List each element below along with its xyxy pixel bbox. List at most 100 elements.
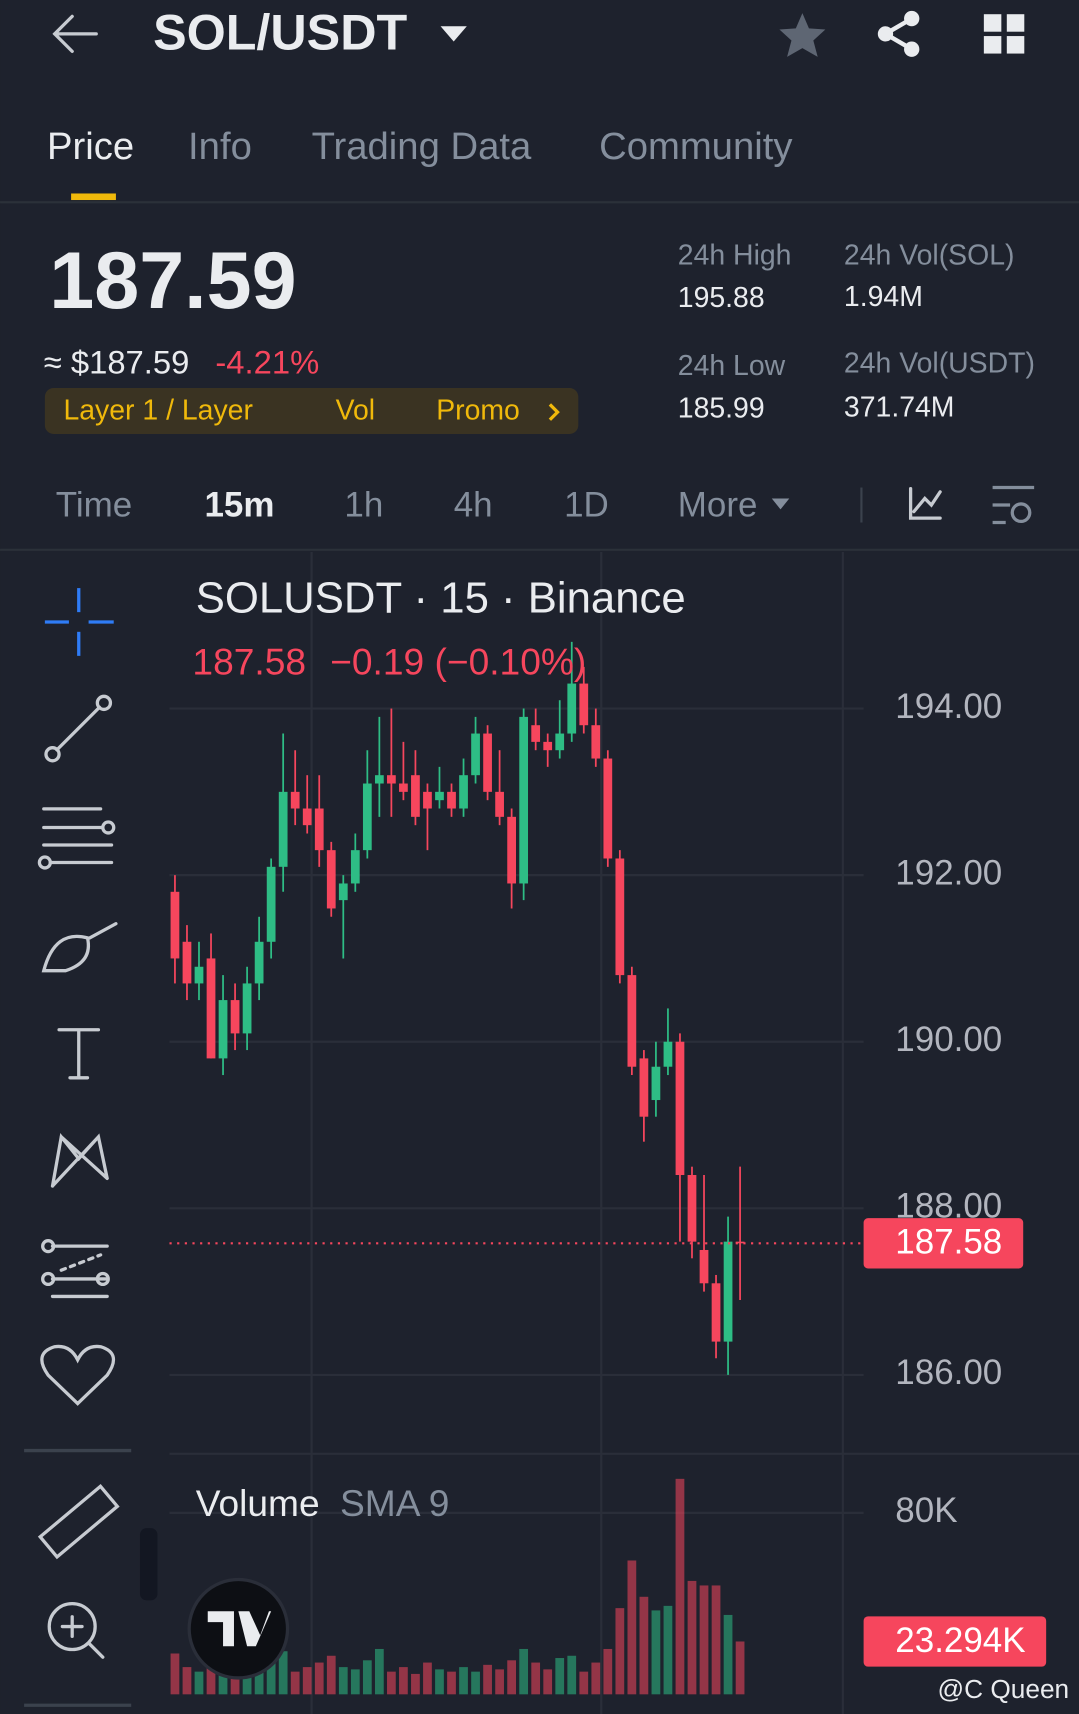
crosshair-tool[interactable] bbox=[44, 588, 114, 656]
tag[interactable]: Layer 1 / Layer bbox=[63, 395, 252, 427]
tab-indicator bbox=[71, 193, 116, 201]
volume-bar bbox=[218, 1673, 228, 1695]
pattern-tool[interactable] bbox=[50, 1132, 109, 1188]
volume-bar bbox=[471, 1671, 480, 1695]
settings-icon[interactable] bbox=[992, 485, 1035, 525]
volume-bar bbox=[242, 1673, 252, 1695]
ruler-tool[interactable] bbox=[37, 1483, 120, 1560]
volume-bar bbox=[519, 1648, 529, 1695]
candle-body bbox=[302, 808, 312, 826]
volume-bar bbox=[627, 1560, 637, 1695]
chart-title: SOLUSDT · 15 · Binance bbox=[196, 574, 686, 623]
volume-bar bbox=[290, 1671, 300, 1695]
volume-bar bbox=[423, 1662, 432, 1695]
interval[interactable]: More bbox=[678, 485, 758, 524]
candle-body bbox=[447, 791, 456, 809]
interval[interactable]: 15m bbox=[204, 485, 274, 524]
volume-bar bbox=[615, 1608, 625, 1695]
y-tick-label: 190.00 bbox=[895, 1020, 1002, 1059]
zoom-tool[interactable] bbox=[47, 1601, 105, 1659]
menu-icon[interactable] bbox=[983, 14, 1025, 54]
candle-body bbox=[687, 1175, 697, 1242]
stat-value: 1.94M bbox=[844, 281, 923, 313]
candle-body bbox=[399, 783, 408, 792]
volume-bar bbox=[687, 1580, 697, 1695]
trendline-tool[interactable] bbox=[44, 694, 113, 763]
candle-body bbox=[615, 858, 625, 976]
stat-label: 24h High bbox=[678, 239, 792, 271]
candle-body bbox=[531, 725, 541, 742]
candle-body bbox=[579, 683, 589, 726]
candle-body bbox=[423, 791, 432, 809]
volume-bar bbox=[507, 1660, 516, 1695]
volume-bar bbox=[735, 1641, 745, 1695]
volume-bar bbox=[603, 1648, 613, 1695]
candle-body bbox=[567, 683, 577, 734]
tab[interactable]: Info bbox=[188, 125, 252, 168]
interval[interactable]: Time bbox=[56, 485, 132, 524]
candle-body bbox=[374, 775, 384, 784]
share-icon[interactable] bbox=[877, 10, 920, 57]
volume-bar bbox=[326, 1655, 336, 1695]
candle-body bbox=[230, 1000, 240, 1034]
price-change: -4.21% bbox=[215, 344, 319, 381]
stat-label: 24h Vol(SOL) bbox=[844, 239, 1015, 271]
candle-body bbox=[495, 791, 504, 817]
lines-tool[interactable] bbox=[37, 807, 116, 870]
candle-body bbox=[555, 733, 565, 751]
pair-dropdown[interactable] bbox=[440, 26, 467, 42]
last-price-label: 187.58 bbox=[895, 1223, 1002, 1262]
indicator-icon[interactable] bbox=[908, 486, 942, 520]
volume-bar bbox=[711, 1585, 721, 1695]
last-volume-tag bbox=[863, 1616, 1047, 1667]
interval[interactable]: 4h bbox=[454, 485, 493, 524]
candle-body bbox=[723, 1241, 733, 1342]
prediction-tool[interactable] bbox=[41, 1239, 110, 1299]
more-dropdown[interactable] bbox=[771, 498, 790, 510]
stat-value: 371.74M bbox=[844, 391, 955, 423]
watermark: @C Queen bbox=[938, 1674, 1070, 1704]
candle-body bbox=[350, 850, 360, 884]
back-button[interactable] bbox=[52, 14, 98, 54]
volume-bar bbox=[495, 1669, 504, 1695]
favorites-tool[interactable] bbox=[40, 1344, 116, 1406]
collapse-handle[interactable] bbox=[139, 1528, 158, 1601]
tag[interactable]: Vol bbox=[336, 395, 376, 427]
volume-bar bbox=[459, 1667, 468, 1695]
candle-body bbox=[435, 791, 444, 801]
volume-bar bbox=[675, 1478, 685, 1695]
favorite-icon[interactable] bbox=[779, 13, 826, 57]
interval[interactable]: 1D bbox=[564, 485, 609, 524]
volume-bar bbox=[447, 1671, 456, 1695]
tag-bar bbox=[44, 388, 579, 434]
volume-bar bbox=[591, 1662, 601, 1695]
volume-bar bbox=[230, 1669, 240, 1695]
volume-bar bbox=[543, 1669, 553, 1695]
candle-body bbox=[278, 791, 288, 867]
candle-body bbox=[182, 941, 192, 984]
brush-tool[interactable] bbox=[41, 922, 118, 973]
tradingview-logo[interactable] bbox=[187, 1577, 290, 1680]
tab[interactable]: Price bbox=[47, 125, 134, 168]
volume-bar bbox=[483, 1664, 492, 1695]
pair-title[interactable]: SOL/USDT bbox=[153, 3, 407, 60]
volume-subtitle: SMA 9 bbox=[340, 1482, 449, 1524]
candle-body bbox=[314, 808, 324, 851]
volume-bar bbox=[387, 1671, 396, 1695]
candle-body bbox=[591, 725, 601, 759]
tag[interactable]: Promo bbox=[436, 395, 520, 427]
candle-body bbox=[338, 883, 348, 901]
y-tick-label: 192.00 bbox=[895, 853, 1002, 892]
interval[interactable]: 1h bbox=[344, 485, 383, 524]
last-price: 187.59 bbox=[49, 236, 296, 326]
candle-body bbox=[735, 1241, 745, 1244]
tab[interactable]: Community bbox=[599, 125, 793, 168]
logo-mark bbox=[207, 1611, 272, 1647]
tab[interactable]: Trading Data bbox=[312, 125, 532, 168]
candle-body bbox=[663, 1041, 673, 1067]
text-tool[interactable] bbox=[57, 1028, 101, 1080]
volume-bar bbox=[579, 1671, 589, 1695]
stat-label: 24h Low bbox=[678, 350, 786, 382]
candle-body bbox=[699, 1249, 709, 1284]
